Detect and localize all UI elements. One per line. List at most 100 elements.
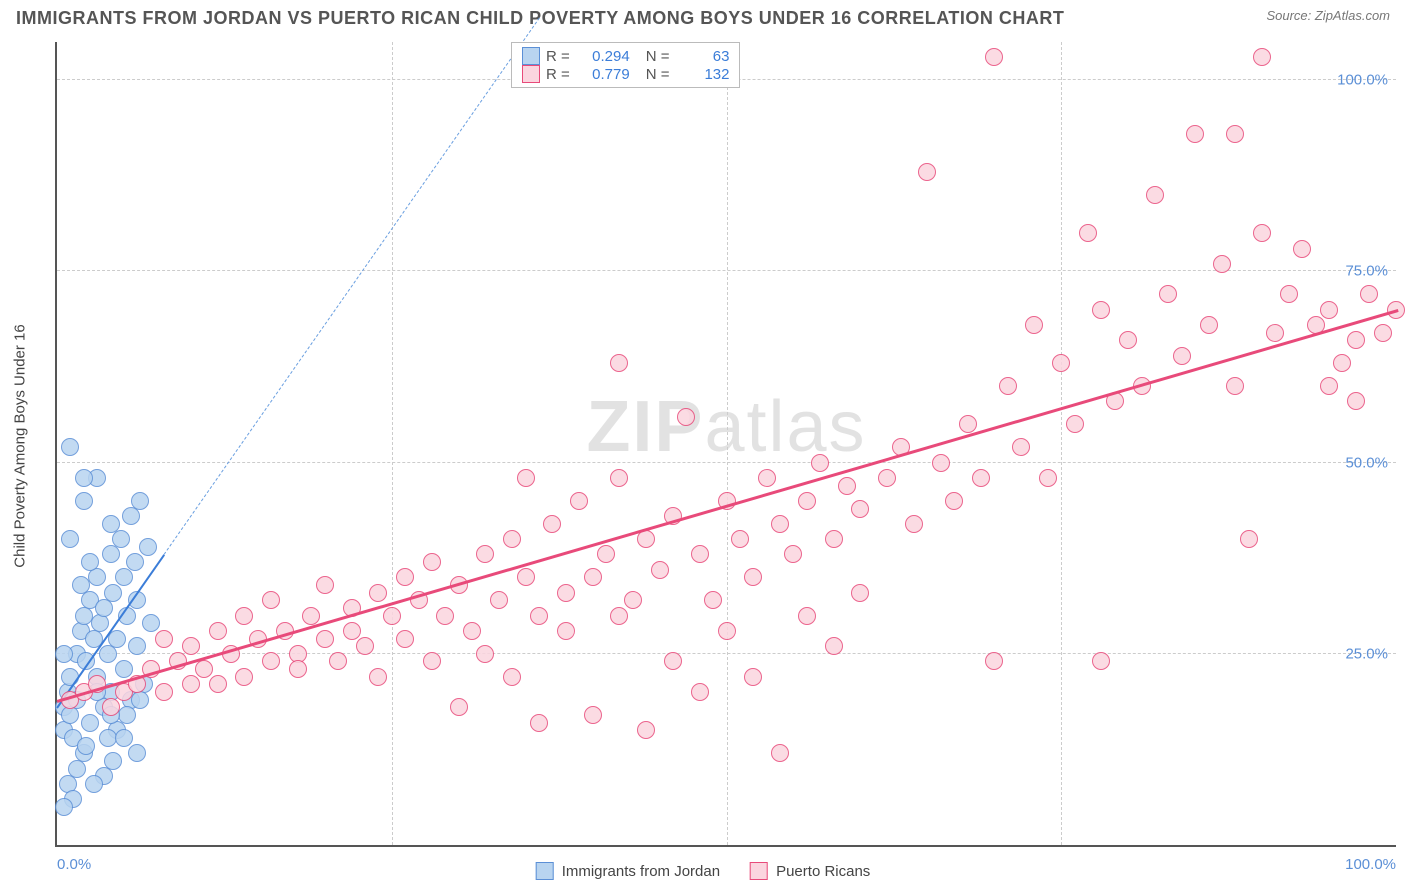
data-point <box>99 645 117 663</box>
data-point <box>104 584 122 602</box>
data-point <box>718 622 736 640</box>
legend-item-jordan: Immigrants from Jordan <box>536 862 720 880</box>
r-value-pr: 0.779 <box>580 66 630 83</box>
data-point <box>1240 530 1258 548</box>
data-point <box>945 492 963 510</box>
data-point <box>1253 224 1271 242</box>
data-point <box>878 469 896 487</box>
legend-item-pr: Puerto Ricans <box>750 862 870 880</box>
data-point <box>95 599 113 617</box>
data-point <box>517 469 535 487</box>
data-point <box>118 706 136 724</box>
data-point <box>423 553 441 571</box>
data-point <box>131 691 149 709</box>
data-point <box>825 637 843 655</box>
data-point <box>72 576 90 594</box>
data-point <box>1374 324 1392 342</box>
legend-swatch-icon <box>536 862 554 880</box>
data-point <box>1333 354 1351 372</box>
y-tick-label: 75.0% <box>1345 263 1388 280</box>
data-point <box>1266 324 1284 342</box>
correlation-legend: R = 0.294 N = 63 R = 0.779 N = 132 <box>511 42 741 88</box>
series-legend: Immigrants from Jordan Puerto Ricans <box>536 862 871 880</box>
data-point <box>1320 377 1338 395</box>
gridline-v <box>1061 42 1062 845</box>
data-point <box>128 637 146 655</box>
data-point <box>343 622 361 640</box>
data-point <box>784 545 802 563</box>
data-point <box>825 530 843 548</box>
data-point <box>972 469 990 487</box>
data-point <box>584 706 602 724</box>
data-point <box>1092 652 1110 670</box>
data-point <box>584 568 602 586</box>
data-point <box>369 584 387 602</box>
data-point <box>691 683 709 701</box>
data-point <box>450 698 468 716</box>
data-point <box>209 622 227 640</box>
data-point <box>771 744 789 762</box>
data-point <box>77 737 95 755</box>
data-point <box>195 660 213 678</box>
data-point <box>302 607 320 625</box>
data-point <box>677 408 695 426</box>
data-point <box>1025 316 1043 334</box>
data-point <box>597 545 615 563</box>
data-point <box>985 48 1003 66</box>
data-point <box>1079 224 1097 242</box>
data-point <box>744 668 762 686</box>
data-point <box>463 622 481 640</box>
data-point <box>316 576 334 594</box>
legend-swatch-jordan <box>522 47 540 65</box>
data-point <box>637 721 655 739</box>
trend-line-dashed <box>164 18 540 555</box>
data-point <box>289 660 307 678</box>
data-point <box>262 652 280 670</box>
r-value-jordan: 0.294 <box>580 48 630 65</box>
data-point <box>75 492 93 510</box>
data-point <box>68 760 86 778</box>
data-point <box>383 607 401 625</box>
data-point <box>1347 392 1365 410</box>
legend-label-pr: Puerto Ricans <box>776 863 870 880</box>
legend-row-pr: R = 0.779 N = 132 <box>522 65 730 83</box>
data-point <box>918 163 936 181</box>
data-point <box>851 584 869 602</box>
data-point <box>1213 255 1231 273</box>
data-point <box>959 415 977 433</box>
data-point <box>664 652 682 670</box>
data-point <box>1360 285 1378 303</box>
data-point <box>235 668 253 686</box>
data-point <box>1186 125 1204 143</box>
data-point <box>142 614 160 632</box>
data-point <box>61 438 79 456</box>
data-point <box>85 775 103 793</box>
data-point <box>1347 331 1365 349</box>
data-point <box>139 538 157 556</box>
data-point <box>1039 469 1057 487</box>
data-point <box>610 469 628 487</box>
data-point <box>517 568 535 586</box>
n-value-jordan: 63 <box>679 48 729 65</box>
data-point <box>851 500 869 518</box>
data-point <box>557 584 575 602</box>
n-label: N = <box>646 48 670 65</box>
data-point <box>75 469 93 487</box>
data-point <box>155 683 173 701</box>
data-point <box>102 545 120 563</box>
data-point <box>126 553 144 571</box>
data-point <box>423 652 441 670</box>
data-point <box>691 545 709 563</box>
data-point <box>115 729 133 747</box>
data-point <box>1119 331 1137 349</box>
x-tick-label: 100.0% <box>1345 856 1396 873</box>
data-point <box>102 698 120 716</box>
data-point <box>182 675 200 693</box>
data-point <box>503 530 521 548</box>
data-point <box>811 454 829 472</box>
data-point <box>356 637 374 655</box>
data-point <box>1293 240 1311 258</box>
data-point <box>396 568 414 586</box>
data-point <box>369 668 387 686</box>
y-tick-label: 25.0% <box>1345 645 1388 662</box>
